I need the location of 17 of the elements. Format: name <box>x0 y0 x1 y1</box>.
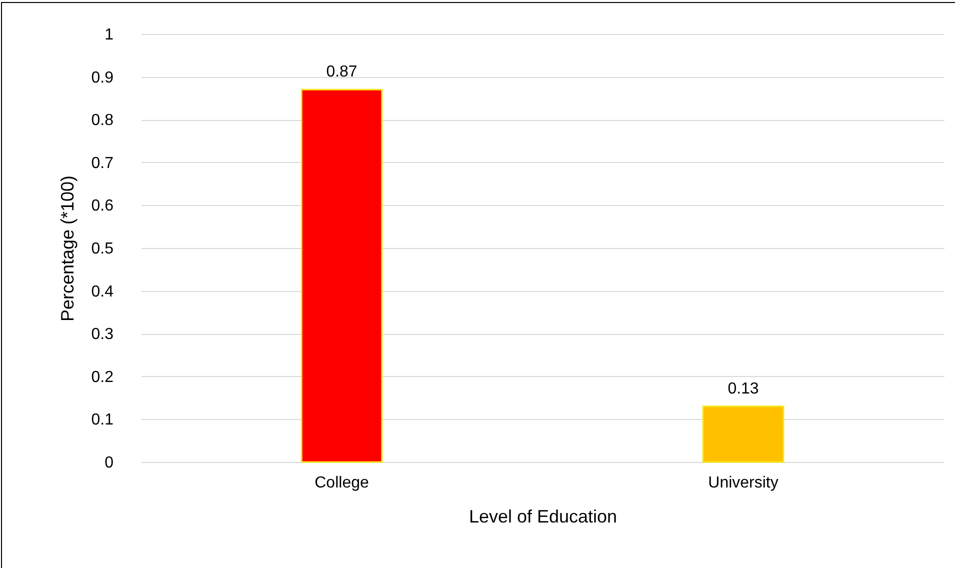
x-tick-label: College <box>314 474 369 492</box>
y-tick-label: 0.3 <box>91 326 114 344</box>
y-tick-label: 0.5 <box>91 240 114 258</box>
y-tick-label: 0.7 <box>91 154 114 172</box>
y-axis-title: Percentage (*100) <box>57 175 78 322</box>
y-tick-label: 0.1 <box>91 412 114 429</box>
x-tick-label: University <box>708 474 778 492</box>
y-tick-label: 0.2 <box>91 368 114 386</box>
data-label: 0.87 <box>326 64 358 81</box>
x-axis-title: Level of Education <box>468 506 618 526</box>
data-label: 0.13 <box>728 380 759 398</box>
y-tick-label: 0.8 <box>91 112 114 130</box>
y-tick-label: 0.6 <box>91 198 114 215</box>
y-tick-label: 0 <box>104 454 114 472</box>
y-tick-label: 1 <box>104 26 114 44</box>
y-tick-label: 0.9 <box>91 69 114 86</box>
y-tick-label: 0.4 <box>91 283 114 300</box>
